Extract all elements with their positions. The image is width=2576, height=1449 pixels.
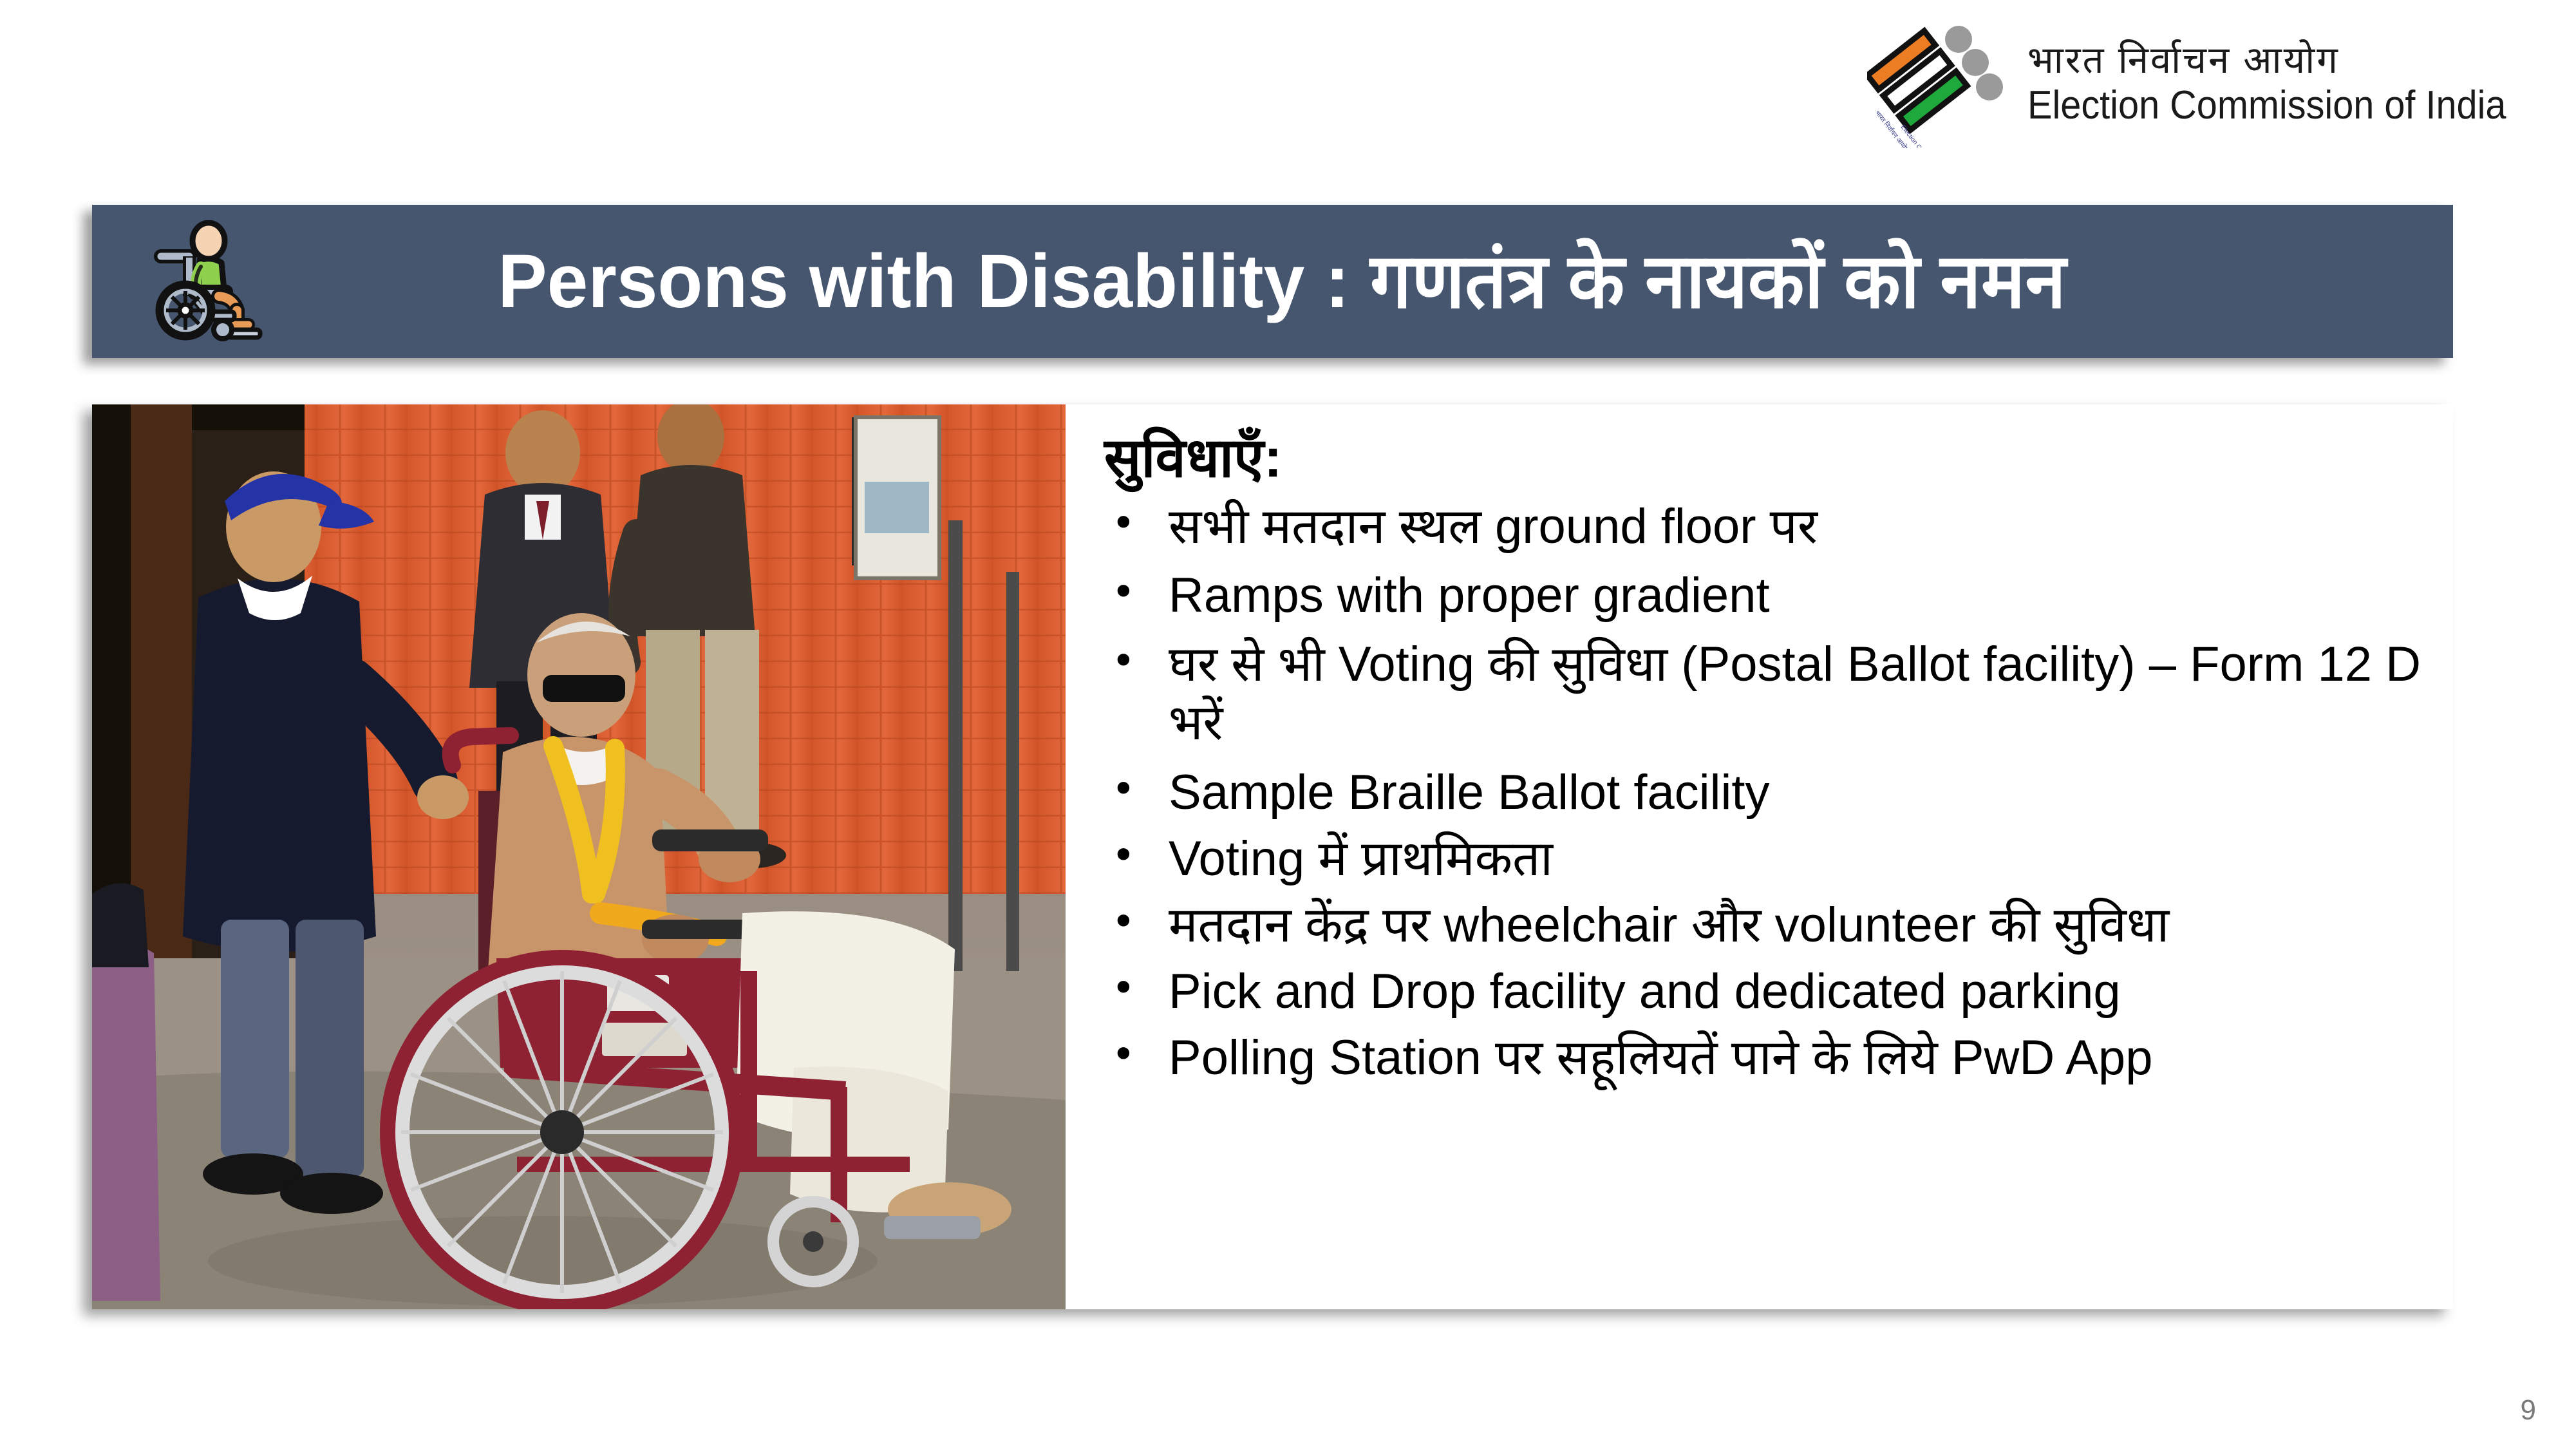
facilities-bullet-list: सभी मतदान स्थल ground floor पर Ramps wit… (1104, 495, 2427, 1095)
page-title: Persons with Disability : गणतंत्र के नाय… (498, 239, 2066, 324)
list-item: Ramps with proper gradient (1104, 564, 2427, 625)
facilities-section: सुविधाएँ: सभी मतदान स्थल ground floor पर… (1066, 404, 2453, 1309)
eci-name-english: Election Commission of India (2027, 82, 2506, 128)
eci-logo-block: भारत निर्वाचन आयोग Election Commission o… (1867, 14, 2556, 149)
list-item: सभी मतदान स्थल ground floor पर (1104, 495, 2427, 556)
list-item: मतदान केंद्र पर wheelchair और volunteer … (1104, 893, 2427, 954)
eci-emblem-icon: भारत निर्वाचन आयोग Election Commission o… (1867, 16, 2006, 148)
eci-name-hindi: भारत निर्वाचन आयोग (2027, 39, 2340, 81)
eci-wordmark: भारत निर्वाचन आयोग Election Commission o… (2027, 37, 2542, 126)
list-item: घर से भी Voting की सुविधा (Postal Ballot… (1104, 632, 2427, 752)
pwd-voter-wheelchair-photo (92, 404, 1066, 1309)
page-number: 9 (2520, 1394, 2536, 1426)
svg-text:Election Commission of India: Election Commission of India (1899, 124, 1956, 148)
list-item: Sample Braille Ballot facility (1104, 761, 2427, 822)
content-panel: सुविधाएँ: सभी मतदान स्थल ground floor पर… (92, 404, 2453, 1309)
facilities-heading: सुविधाएँ: (1104, 428, 1283, 489)
slide-title-bar: Persons with Disability : गणतंत्र के नाय… (92, 205, 2453, 358)
wheelchair-user-icon (147, 220, 276, 343)
list-item: Voting में प्राथमिकता (1104, 827, 2427, 888)
list-item: Pick and Drop facility and dedicated par… (1104, 960, 2427, 1021)
list-item: Polling Station पर सहूलियतें पाने के लिय… (1104, 1026, 2427, 1087)
